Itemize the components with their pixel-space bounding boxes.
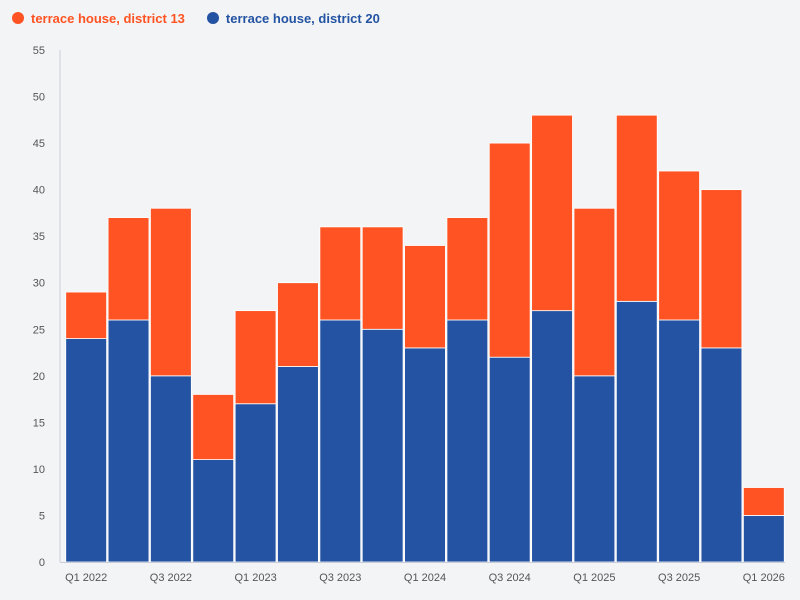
x-tick-label: Q3 2024 [489,572,531,584]
bar-district-20-11[interactable] [531,310,573,563]
bar-district-13-1[interactable] [107,217,150,321]
bar-district-20-14[interactable] [658,319,700,563]
y-tick-label: 30 [33,278,45,290]
bar-district-20-8[interactable] [404,347,446,563]
bar-district-13-6[interactable] [319,226,362,321]
x-tick-label: Q3 2022 [150,572,192,584]
x-tick-label: Q1 2023 [234,572,276,584]
bar-district-20-12[interactable] [573,375,616,563]
bar-district-13-11[interactable] [531,114,573,312]
bar-district-13-10[interactable] [488,142,531,358]
bar-district-20-5[interactable] [277,366,319,563]
bar-district-13-12[interactable] [573,207,616,377]
y-tick-label: 50 [33,92,45,104]
bar-district-13-8[interactable] [404,245,446,349]
y-tick-label: 45 [33,138,45,150]
y-tick-label: 55 [33,45,45,57]
y-axis: 0 5 10 15 20 25 30 35 40 45 50 55 [33,45,61,569]
bar-district-20-10[interactable] [488,356,531,563]
bar-district-20-9[interactable] [446,319,489,563]
x-tick-label: Q3 2025 [658,572,700,584]
y-tick-label: 10 [33,464,45,476]
bar-district-20-7[interactable] [361,328,404,563]
bar-district-13-15[interactable] [700,189,743,349]
y-tick-label: 15 [33,417,45,429]
y-tick-label: 40 [33,185,45,197]
legend-item-district-13[interactable]: terrace house, district 13 [12,11,185,26]
bar-district-13-0[interactable] [65,291,108,339]
bar-district-13-14[interactable] [658,170,700,321]
x-axis: Q1 2022 Q3 2022 Q1 2023 Q3 2023 Q1 2024 Q3 20… [60,562,785,584]
bar-district-13-2[interactable] [150,207,192,377]
x-tick-label: Q1 2024 [404,572,446,584]
x-tick-label: Q1 2026 [743,572,785,584]
legend-marker-district-13 [12,12,24,24]
bar-district-20-0[interactable] [65,338,108,563]
bar-district-20-4[interactable] [234,403,277,563]
bar-district-20-3[interactable] [192,459,235,563]
y-tick-label: 0 [39,557,45,569]
bar-district-20-16[interactable] [742,515,785,563]
legend-marker-district-20 [206,12,219,24]
bar-district-20-2[interactable] [150,375,192,563]
legend: terrace house, district 13 terrace house… [12,8,402,28]
bar-district-20-1[interactable] [107,319,150,563]
y-tick-label: 20 [33,371,45,383]
x-tick-label: Q1 2022 [65,572,107,584]
legend-item-district-20[interactable]: terrace house, district 20 [206,10,380,26]
bar-district-13-9[interactable] [446,217,489,321]
bar-district-13-7[interactable] [361,226,404,330]
bar-district-20-15[interactable] [700,347,743,563]
legend-label-district-20: terrace house, district 20 [225,10,380,26]
bar-district-20-13[interactable] [615,300,658,563]
x-tick-label: Q1 2025 [573,572,615,584]
bar-district-13-16[interactable] [742,487,785,516]
y-tick-label: 35 [33,231,45,243]
bar-district-20-6[interactable] [319,319,362,563]
x-tick-label: Q3 2023 [319,572,361,584]
y-tick-label: 5 [39,510,45,522]
legend-label-district-13: terrace house, district 13 [31,10,185,26]
bar-district-13-13[interactable] [615,114,658,302]
bar-district-13-5[interactable] [277,282,319,367]
y-tick-label: 25 [33,324,45,336]
bars [65,114,785,563]
bar-district-13-3[interactable] [192,394,235,461]
bar-district-13-4[interactable] [234,310,277,405]
